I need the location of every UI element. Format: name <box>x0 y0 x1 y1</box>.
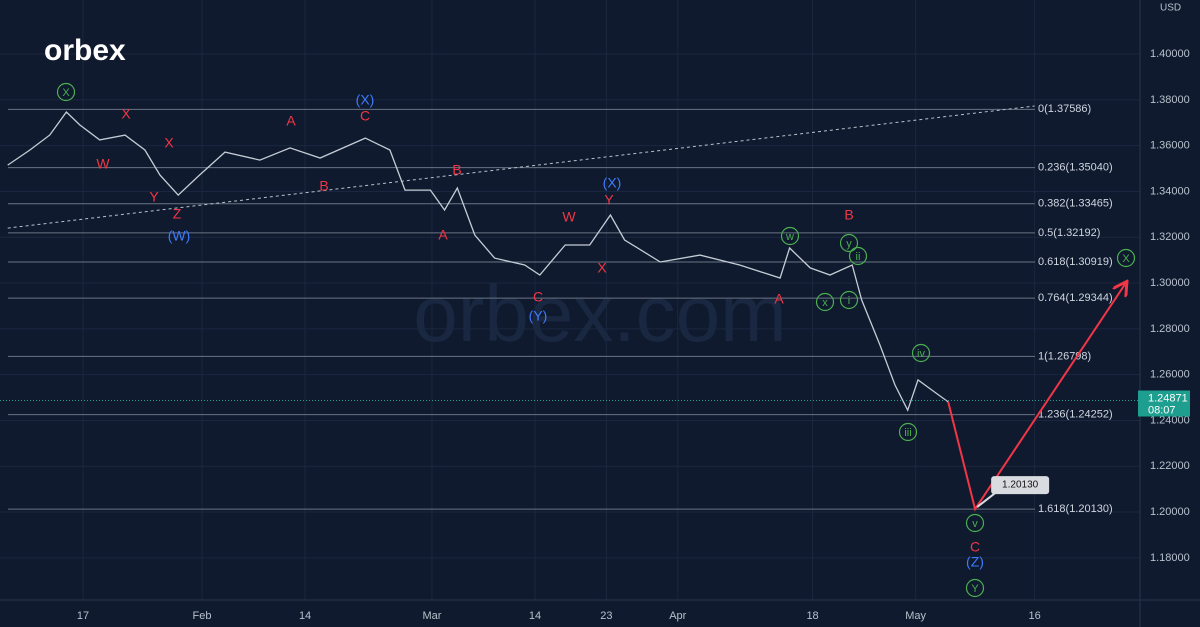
y-tick-label: 1.30000 <box>1150 277 1190 289</box>
wave-label: X <box>597 260 607 276</box>
wave-label: X <box>62 87 70 99</box>
x-tick-label: 18 <box>806 610 818 622</box>
wave-label: W <box>562 209 576 225</box>
y-tick-label: 1.40000 <box>1150 48 1190 60</box>
y-tick-label: 1.26000 <box>1150 369 1190 381</box>
wave-circle <box>911 343 931 363</box>
target-callout <box>991 476 1050 495</box>
x-tick-label: Apr <box>669 610 686 622</box>
y-tick-label: 1.34000 <box>1150 185 1190 197</box>
wave-label: w <box>785 231 794 243</box>
wave-label: ii <box>856 251 861 263</box>
wave-circle <box>839 233 859 253</box>
wave-label: iii <box>904 427 911 439</box>
countdown: 08:07 <box>1148 404 1176 416</box>
projection-arrow <box>947 283 1126 512</box>
fib-label: 0.382(1.33465) <box>1038 198 1113 210</box>
callout-pointer <box>976 492 996 508</box>
fib-label: 1(1.26798) <box>1038 350 1091 362</box>
x-tick-label: 23 <box>600 610 612 622</box>
fib-label: 1.236(1.24252) <box>1038 409 1113 421</box>
last-price-label: 1.24871 <box>1148 392 1188 404</box>
wave-label: y <box>846 238 852 250</box>
wave-label: Y <box>149 189 159 205</box>
wave-label: (X) <box>356 92 375 108</box>
wave-label: C <box>360 108 370 124</box>
wave-label: W <box>96 156 110 172</box>
fib-label: 0.5(1.32192) <box>1038 227 1100 239</box>
y-tick-label: 1.36000 <box>1150 140 1190 152</box>
wave-label: (Y) <box>529 308 548 324</box>
wave-label: X <box>1122 253 1130 265</box>
y-tick-label: 1.20000 <box>1150 506 1190 518</box>
wave-circle <box>815 292 835 312</box>
wave-label: Y <box>604 192 614 208</box>
wave-label: A <box>774 291 784 307</box>
x-tick-label: May <box>905 610 926 622</box>
wave-label: B <box>319 178 328 194</box>
wave-circle <box>780 226 800 246</box>
wave-label: C <box>533 289 543 305</box>
wave-label: iv <box>917 348 925 360</box>
last-price-box <box>1138 390 1190 417</box>
trendline <box>7 105 1035 229</box>
y-tick-label: 1.28000 <box>1150 323 1190 335</box>
fib-label: 0.618(1.30919) <box>1038 256 1113 268</box>
wave-circle <box>898 422 918 442</box>
fib-label: 0.236(1.35040) <box>1038 162 1113 174</box>
price-line <box>7 111 949 412</box>
wave-label: A <box>286 113 296 129</box>
fib-label: 1.618(1.20130) <box>1038 503 1113 515</box>
y-tick-label: 1.24000 <box>1150 414 1190 426</box>
fib-label: 0(1.37586) <box>1038 103 1091 115</box>
wave-label: (Z) <box>966 554 984 570</box>
wave-circle <box>965 578 985 598</box>
wave-label: A <box>438 227 448 243</box>
wave-circle <box>839 290 859 310</box>
fib-label: 0.764(1.29344) <box>1038 292 1113 304</box>
wave-label: X <box>121 106 131 122</box>
watermark: orbex.com <box>413 269 786 358</box>
logo: orbex <box>44 34 126 67</box>
y-tick-label: 1.32000 <box>1150 231 1190 243</box>
y-tick-label: 1.18000 <box>1150 552 1190 564</box>
x-tick-label: Mar <box>422 610 441 622</box>
x-tick-label: 14 <box>529 610 541 622</box>
wave-circle <box>1116 248 1136 268</box>
wave-label: B <box>452 162 461 178</box>
y-tick-label: 1.38000 <box>1150 94 1190 106</box>
wave-label: x <box>822 297 828 309</box>
wave-label: X <box>164 135 174 151</box>
wave-label: Z <box>173 206 182 222</box>
wave-label: (W) <box>168 228 191 244</box>
wave-circle <box>56 82 76 102</box>
wave-label: (X) <box>603 175 622 191</box>
wave-label: B <box>844 207 853 223</box>
wave-label: v <box>972 518 978 530</box>
wave-label: C <box>970 539 980 555</box>
y-tick-label: 1.22000 <box>1150 460 1190 472</box>
wave-circle <box>965 513 985 533</box>
x-tick-label: Feb <box>192 610 211 622</box>
currency[interactable]: USD <box>1160 3 1181 14</box>
target-label: 1.20130 <box>1002 480 1039 491</box>
wave-label: i <box>848 295 850 307</box>
x-tick-label: 16 <box>1028 610 1040 622</box>
x-tick-label: 17 <box>77 610 89 622</box>
x-tick-label: 14 <box>299 610 311 622</box>
wave-circle <box>848 246 868 266</box>
wave-label: Y <box>971 583 979 595</box>
